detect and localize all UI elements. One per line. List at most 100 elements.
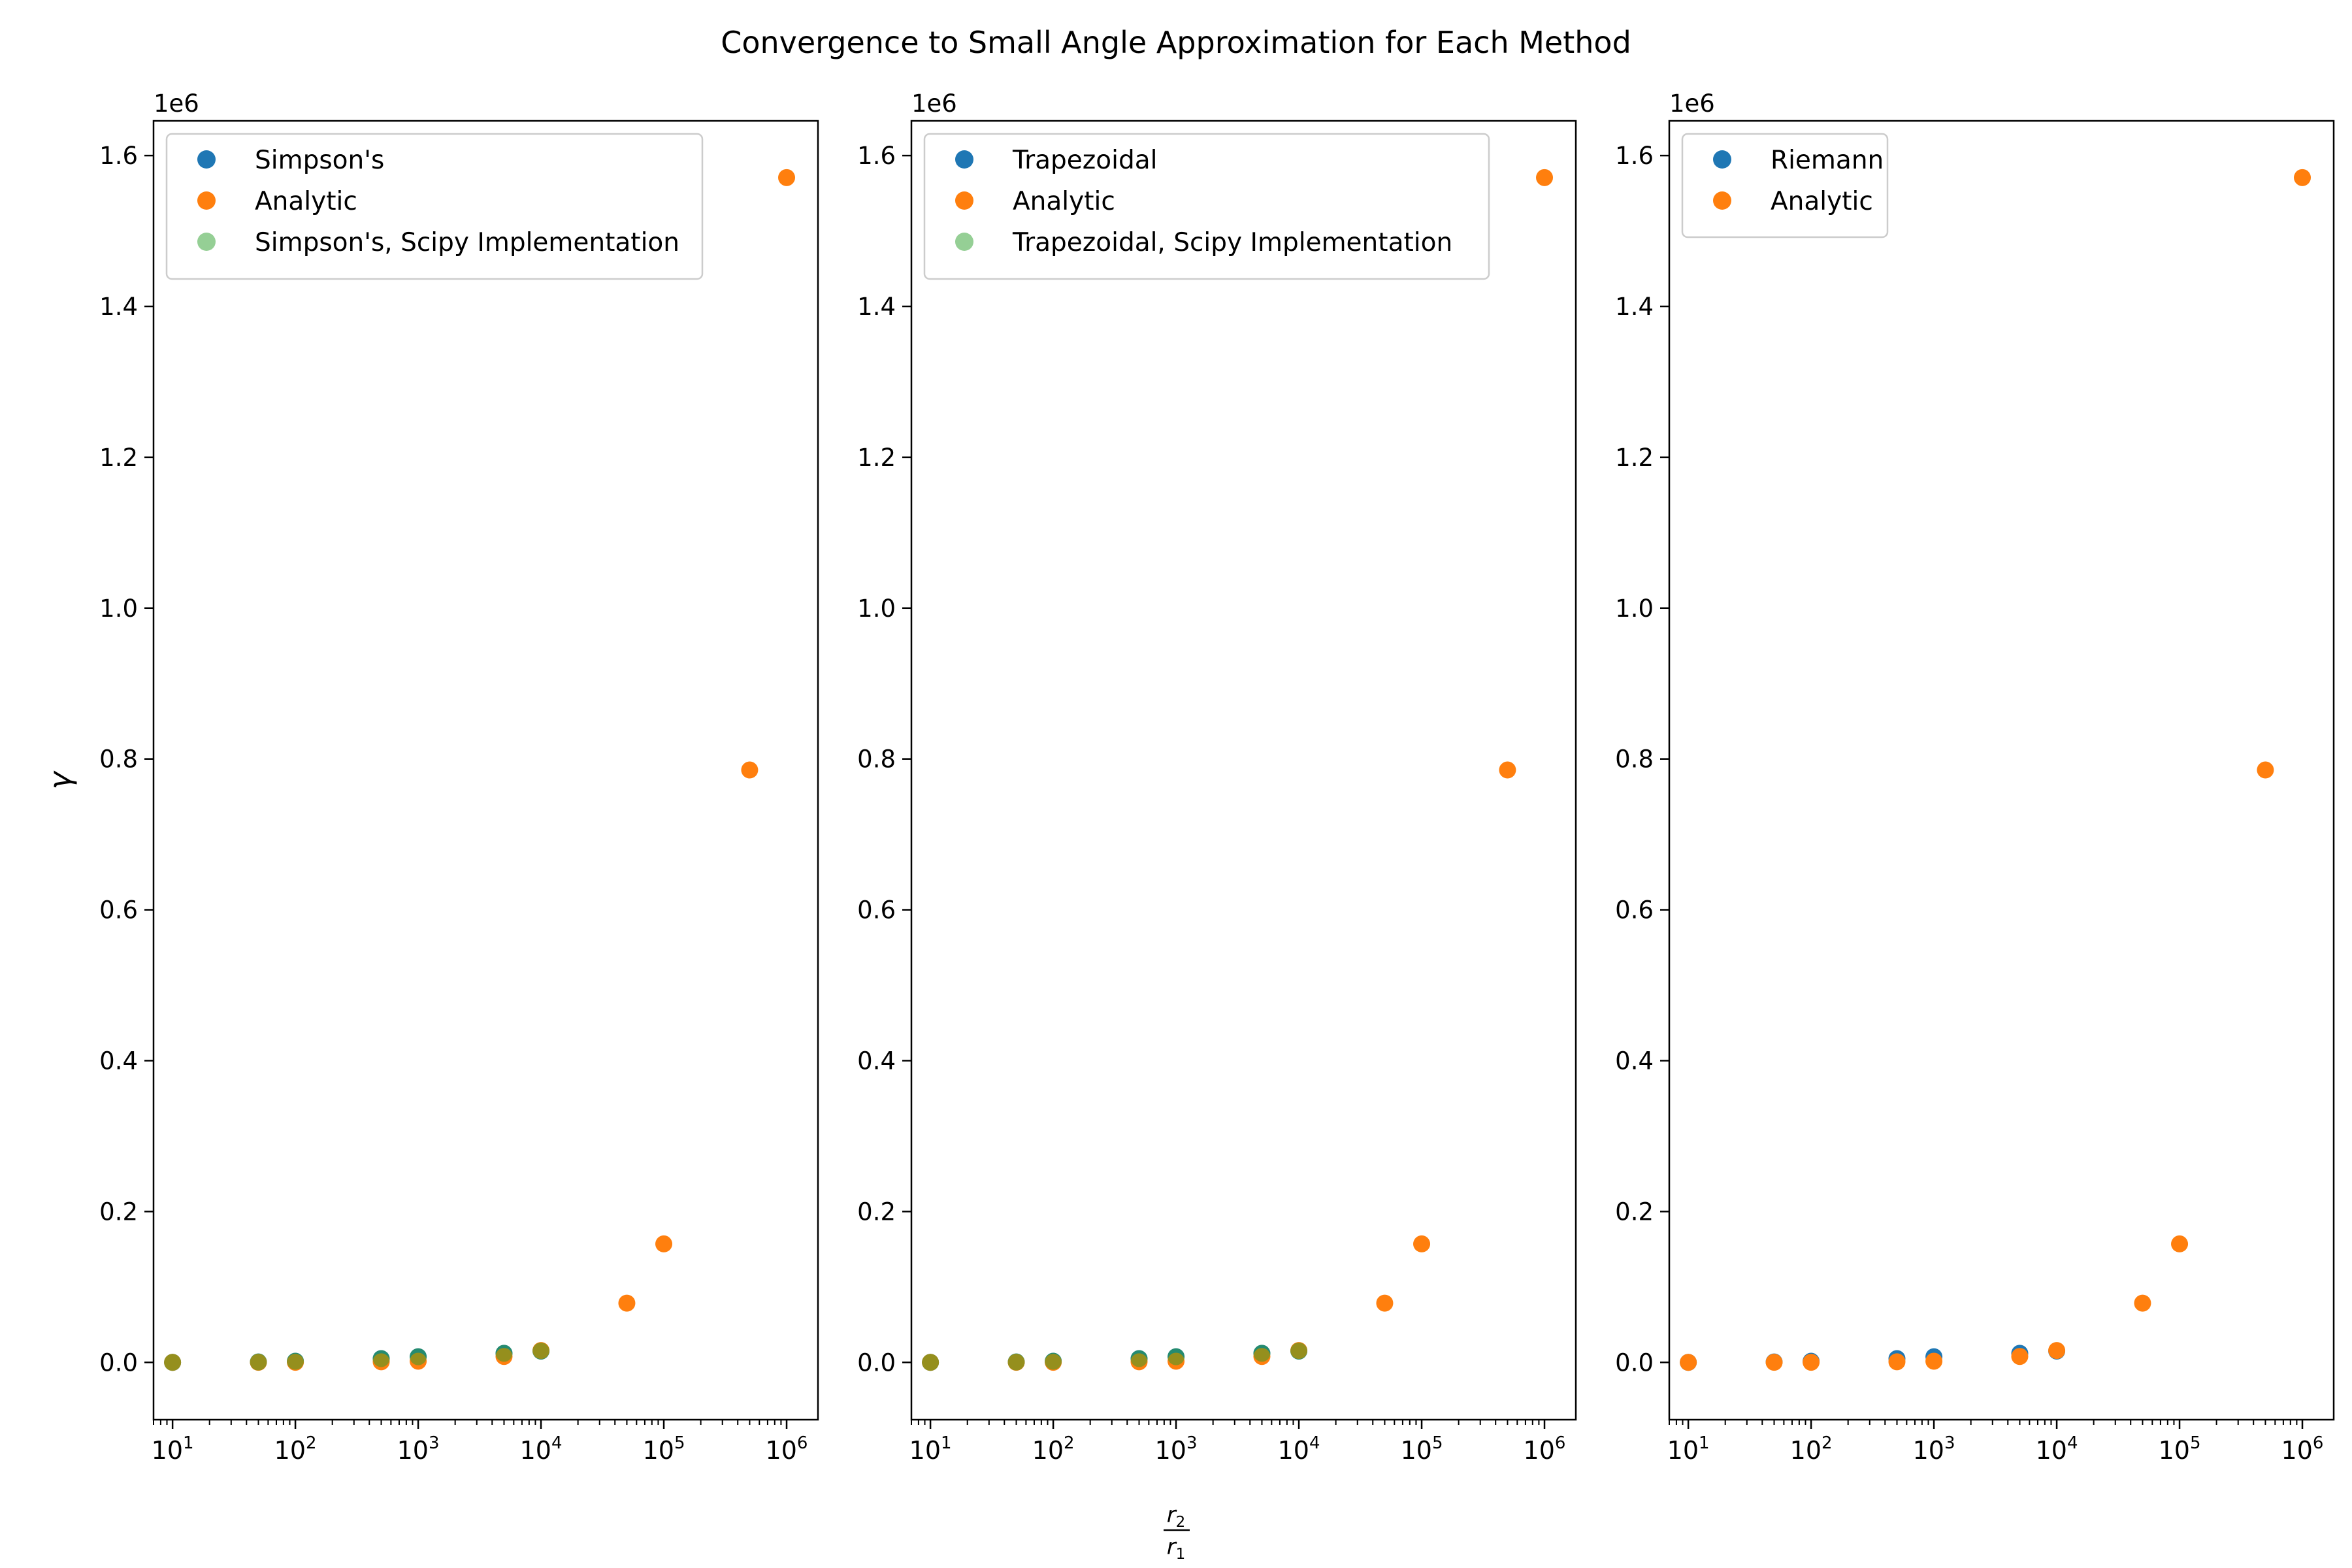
legend: Trapezoidal Analytic Trapezoidal, Scipy Im… — [923, 133, 1490, 280]
legend-label: Riemann — [1771, 146, 1884, 175]
data-point — [778, 169, 796, 186]
x-tick-label: 104 — [2036, 1433, 2078, 1465]
data-point — [1376, 1294, 1394, 1312]
y-tick-label: 0.2 — [857, 1198, 896, 1226]
data-point — [1413, 1235, 1431, 1252]
series-1 — [922, 1342, 1308, 1371]
data-point — [655, 1235, 673, 1252]
legend-box — [1681, 133, 1889, 238]
y-tick-label: 0.8 — [1615, 745, 1654, 774]
x-tick-label: 103 — [1155, 1433, 1198, 1465]
data-point — [2171, 1235, 2189, 1252]
legend-marker — [1713, 191, 1731, 210]
data-point — [1168, 1348, 1185, 1365]
y-offset-text: 1e6 — [1669, 90, 1715, 118]
data-point — [372, 1350, 390, 1367]
x-tick-label: 101 — [909, 1433, 952, 1465]
data-point — [2294, 169, 2311, 186]
data-point — [1680, 1354, 1697, 1371]
x-label-denominator-sub: 1 — [1176, 1546, 1186, 1563]
series-1 — [164, 1342, 550, 1371]
data-points — [164, 169, 796, 1371]
y-tick-label: 0.4 — [99, 1047, 138, 1075]
subplot-3: 101 102 103 104 105 106 0.0 0.2 0.4 0.6 0.8 1.0 1.2 1… — [1615, 90, 2335, 1465]
x-tick-label: 105 — [2159, 1433, 2201, 1465]
subplot-1: 101 102 103 104 105 106 0.0 0.2 0.4 0.6 0.8 1.0 1.2 1… — [99, 90, 819, 1465]
legend-box — [165, 133, 704, 280]
data-point — [2048, 1342, 2066, 1360]
data-point — [1803, 1354, 1820, 1371]
y-tick-label: 1.0 — [99, 595, 138, 623]
y-axis-ticks: 0.0 0.2 0.4 0.6 0.8 1.0 1.2 1.4 1.6 1e6 — [857, 90, 957, 1377]
x-axis-ticks: 101 102 103 104 105 106 — [909, 1420, 1566, 1465]
data-points — [922, 169, 1554, 1371]
x-tick-label: 104 — [1278, 1433, 1320, 1465]
y-offset-text: 1e6 — [154, 90, 199, 118]
data-point — [1253, 1345, 1271, 1362]
data-point — [922, 1354, 939, 1371]
legend: Riemann Analytic — [1681, 133, 1889, 238]
data-point — [287, 1352, 304, 1370]
y-tick-label: 0.8 — [99, 745, 138, 774]
data-point — [1536, 169, 1554, 186]
data-point — [1290, 1342, 1308, 1360]
y-tick-label: 0.2 — [99, 1198, 138, 1226]
x-tick-label: 103 — [397, 1433, 440, 1465]
legend: Simpson's Analytic Simpson's, Scipy Implem… — [165, 133, 704, 280]
legend-marker — [1713, 150, 1731, 169]
data-point — [618, 1294, 636, 1312]
plot-frame — [152, 120, 819, 1421]
series-3 — [922, 1342, 1308, 1371]
series-2 — [164, 169, 796, 1371]
data-point — [1765, 1354, 1783, 1371]
legend-marker — [197, 233, 216, 251]
data-point — [532, 1342, 550, 1360]
series-2 — [1680, 169, 2311, 1371]
data-point — [2257, 761, 2274, 779]
data-point — [1130, 1350, 1148, 1367]
x-tick-label: 102 — [1032, 1433, 1075, 1465]
subplot-2: 101 102 103 104 105 106 0.0 0.2 0.4 0.6 0.8 1.0 1.2 1… — [857, 90, 1577, 1465]
y-tick-label: 1.0 — [1615, 595, 1654, 623]
y-tick-label: 0.4 — [1615, 1047, 1654, 1075]
legend-label: Analytic — [255, 187, 357, 216]
y-tick-label: 0.6 — [857, 896, 896, 924]
y-tick-label: 1.0 — [857, 595, 896, 623]
x-tick-label: 105 — [643, 1433, 685, 1465]
data-point — [164, 1354, 182, 1371]
data-point — [1925, 1352, 1943, 1370]
data-point — [741, 761, 759, 779]
x-label-denominator: r — [1167, 1534, 1177, 1560]
figure-title: Convergence to Small Angle Approximation… — [721, 25, 1631, 60]
y-offset-text: 1e6 — [911, 90, 957, 118]
y-tick-label: 1.2 — [857, 444, 896, 472]
data-point — [495, 1345, 513, 1362]
x-tick-label: 101 — [1667, 1433, 1710, 1465]
x-tick-label: 105 — [1401, 1433, 1443, 1465]
legend-label: Simpson's, Scipy Implementation — [255, 228, 679, 257]
y-tick-label: 0.0 — [857, 1348, 896, 1377]
legend-marker — [955, 150, 973, 169]
x-tick-label: 106 — [1524, 1433, 1566, 1465]
y-tick-label: 1.6 — [1615, 142, 1654, 170]
data-point — [1499, 761, 1516, 779]
legend-label: Trapezoidal — [1012, 146, 1157, 175]
x-tick-label: 103 — [1913, 1433, 1955, 1465]
legend-marker — [197, 191, 216, 210]
x-tick-label: 102 — [1790, 1433, 1833, 1465]
legend-label: Analytic — [1013, 187, 1115, 216]
y-tick-label: 1.2 — [99, 444, 138, 472]
data-point — [1045, 1352, 1062, 1370]
x-tick-label: 106 — [766, 1433, 808, 1465]
y-tick-label: 1.6 — [99, 142, 138, 170]
series-2 — [922, 169, 1554, 1371]
x-tick-label: 106 — [2281, 1433, 2324, 1465]
y-tick-label: 0.8 — [857, 745, 896, 774]
x-label-numerator-sub: 2 — [1176, 1514, 1186, 1531]
x-axis-ticks: 101 102 103 104 105 106 — [152, 1420, 808, 1465]
series-3 — [164, 1342, 550, 1371]
y-tick-label: 1.2 — [1615, 444, 1654, 472]
legend-marker — [955, 233, 973, 251]
svg-text:r1: r1 — [1167, 1534, 1186, 1563]
